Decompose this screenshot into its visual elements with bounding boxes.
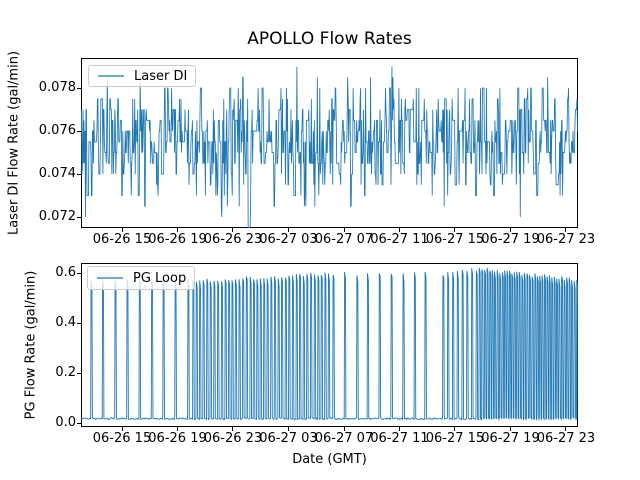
y-tick-mark (77, 323, 81, 325)
x-tick-mark (177, 427, 179, 431)
x-tick-label: 06-26 19 (148, 232, 207, 247)
x-tick-label: 06-26 15 (92, 431, 152, 446)
x-tick-mark (454, 427, 456, 431)
pg-loop-legend: PG Loop (87, 266, 196, 290)
x-tick-mark (177, 228, 179, 232)
x-tick-label: 06-26 15 (92, 232, 152, 247)
x-tick-mark (287, 228, 289, 232)
pg-loop-plot-area (81, 263, 578, 427)
x-tick-label: 06-27 23 (536, 431, 596, 446)
y-tick-mark (77, 216, 81, 218)
x-tick-mark (398, 427, 400, 431)
pg-loop-legend-line-icon (97, 277, 123, 279)
x-tick-mark (343, 427, 345, 431)
x-tick-label: 06-27 19 (481, 431, 540, 446)
laser-di-y-axis-label: Laser DI Flow Rate (gal/min) (6, 50, 22, 236)
x-tick-mark (510, 427, 511, 431)
y-tick-label: 0.4 (55, 315, 76, 331)
laser-di-legend-label: Laser DI (134, 68, 188, 84)
y-tick-label: 0.074 (38, 165, 76, 181)
y-tick-label: 0.6 (55, 265, 76, 281)
pg-y-axis-label: PG Flow Rate (gal/min) (23, 270, 39, 420)
x-tick-mark (121, 427, 123, 431)
pg-loop-axes (81, 263, 578, 427)
y-tick-label: 0.2 (55, 365, 76, 381)
x-tick-mark (287, 427, 289, 431)
y-tick-label: 0.076 (38, 122, 76, 138)
y-tick-mark (77, 173, 81, 175)
y-tick-mark (77, 423, 81, 425)
laser-di-legend: Laser DI (88, 65, 197, 87)
x-tick-mark (454, 228, 456, 232)
y-tick-mark (77, 273, 81, 275)
y-tick-mark (77, 130, 81, 132)
y-tick-label: 0.0 (55, 415, 76, 431)
x-tick-label: 06-27 11 (370, 232, 429, 247)
x-tick-mark (232, 427, 234, 431)
x-tick-mark (510, 228, 511, 232)
x-tick-label: 06-27 03 (259, 431, 318, 446)
x-tick-mark (121, 228, 123, 232)
x-tick-label: 06-27 03 (259, 232, 318, 247)
x-tick-label: 06-27 15 (425, 431, 485, 446)
x-tick-label: 06-26 23 (203, 232, 263, 247)
y-tick-label: 0.078 (38, 79, 76, 95)
x-tick-mark (343, 228, 345, 232)
x-axis-label: Date (GMT) (292, 452, 367, 467)
x-tick-mark (565, 228, 567, 232)
pg-loop-series (81, 267, 578, 422)
y-tick-mark (77, 87, 81, 89)
laser-di-legend-line-icon (98, 75, 124, 77)
x-tick-label: 06-27 19 (481, 232, 540, 247)
x-tick-label: 06-27 15 (425, 232, 485, 247)
x-tick-label: 06-27 23 (536, 232, 596, 247)
chart-title: APOLLO Flow Rates (247, 29, 412, 49)
x-tick-label: 06-27 07 (314, 431, 374, 446)
y-tick-mark (77, 373, 81, 375)
laser-di-series (81, 66, 578, 228)
x-tick-label: 06-27 07 (314, 232, 374, 247)
y-tick-label: 0.072 (38, 208, 76, 224)
x-tick-label: 06-27 11 (370, 431, 429, 446)
x-tick-mark (232, 228, 234, 232)
pg-loop-legend-label: PG Loop (133, 270, 187, 286)
x-tick-label: 06-26 19 (148, 431, 207, 446)
x-tick-label: 06-26 23 (203, 431, 263, 446)
x-tick-mark (565, 427, 567, 431)
laser-di-plot-area (81, 58, 578, 228)
x-tick-mark (398, 228, 400, 232)
